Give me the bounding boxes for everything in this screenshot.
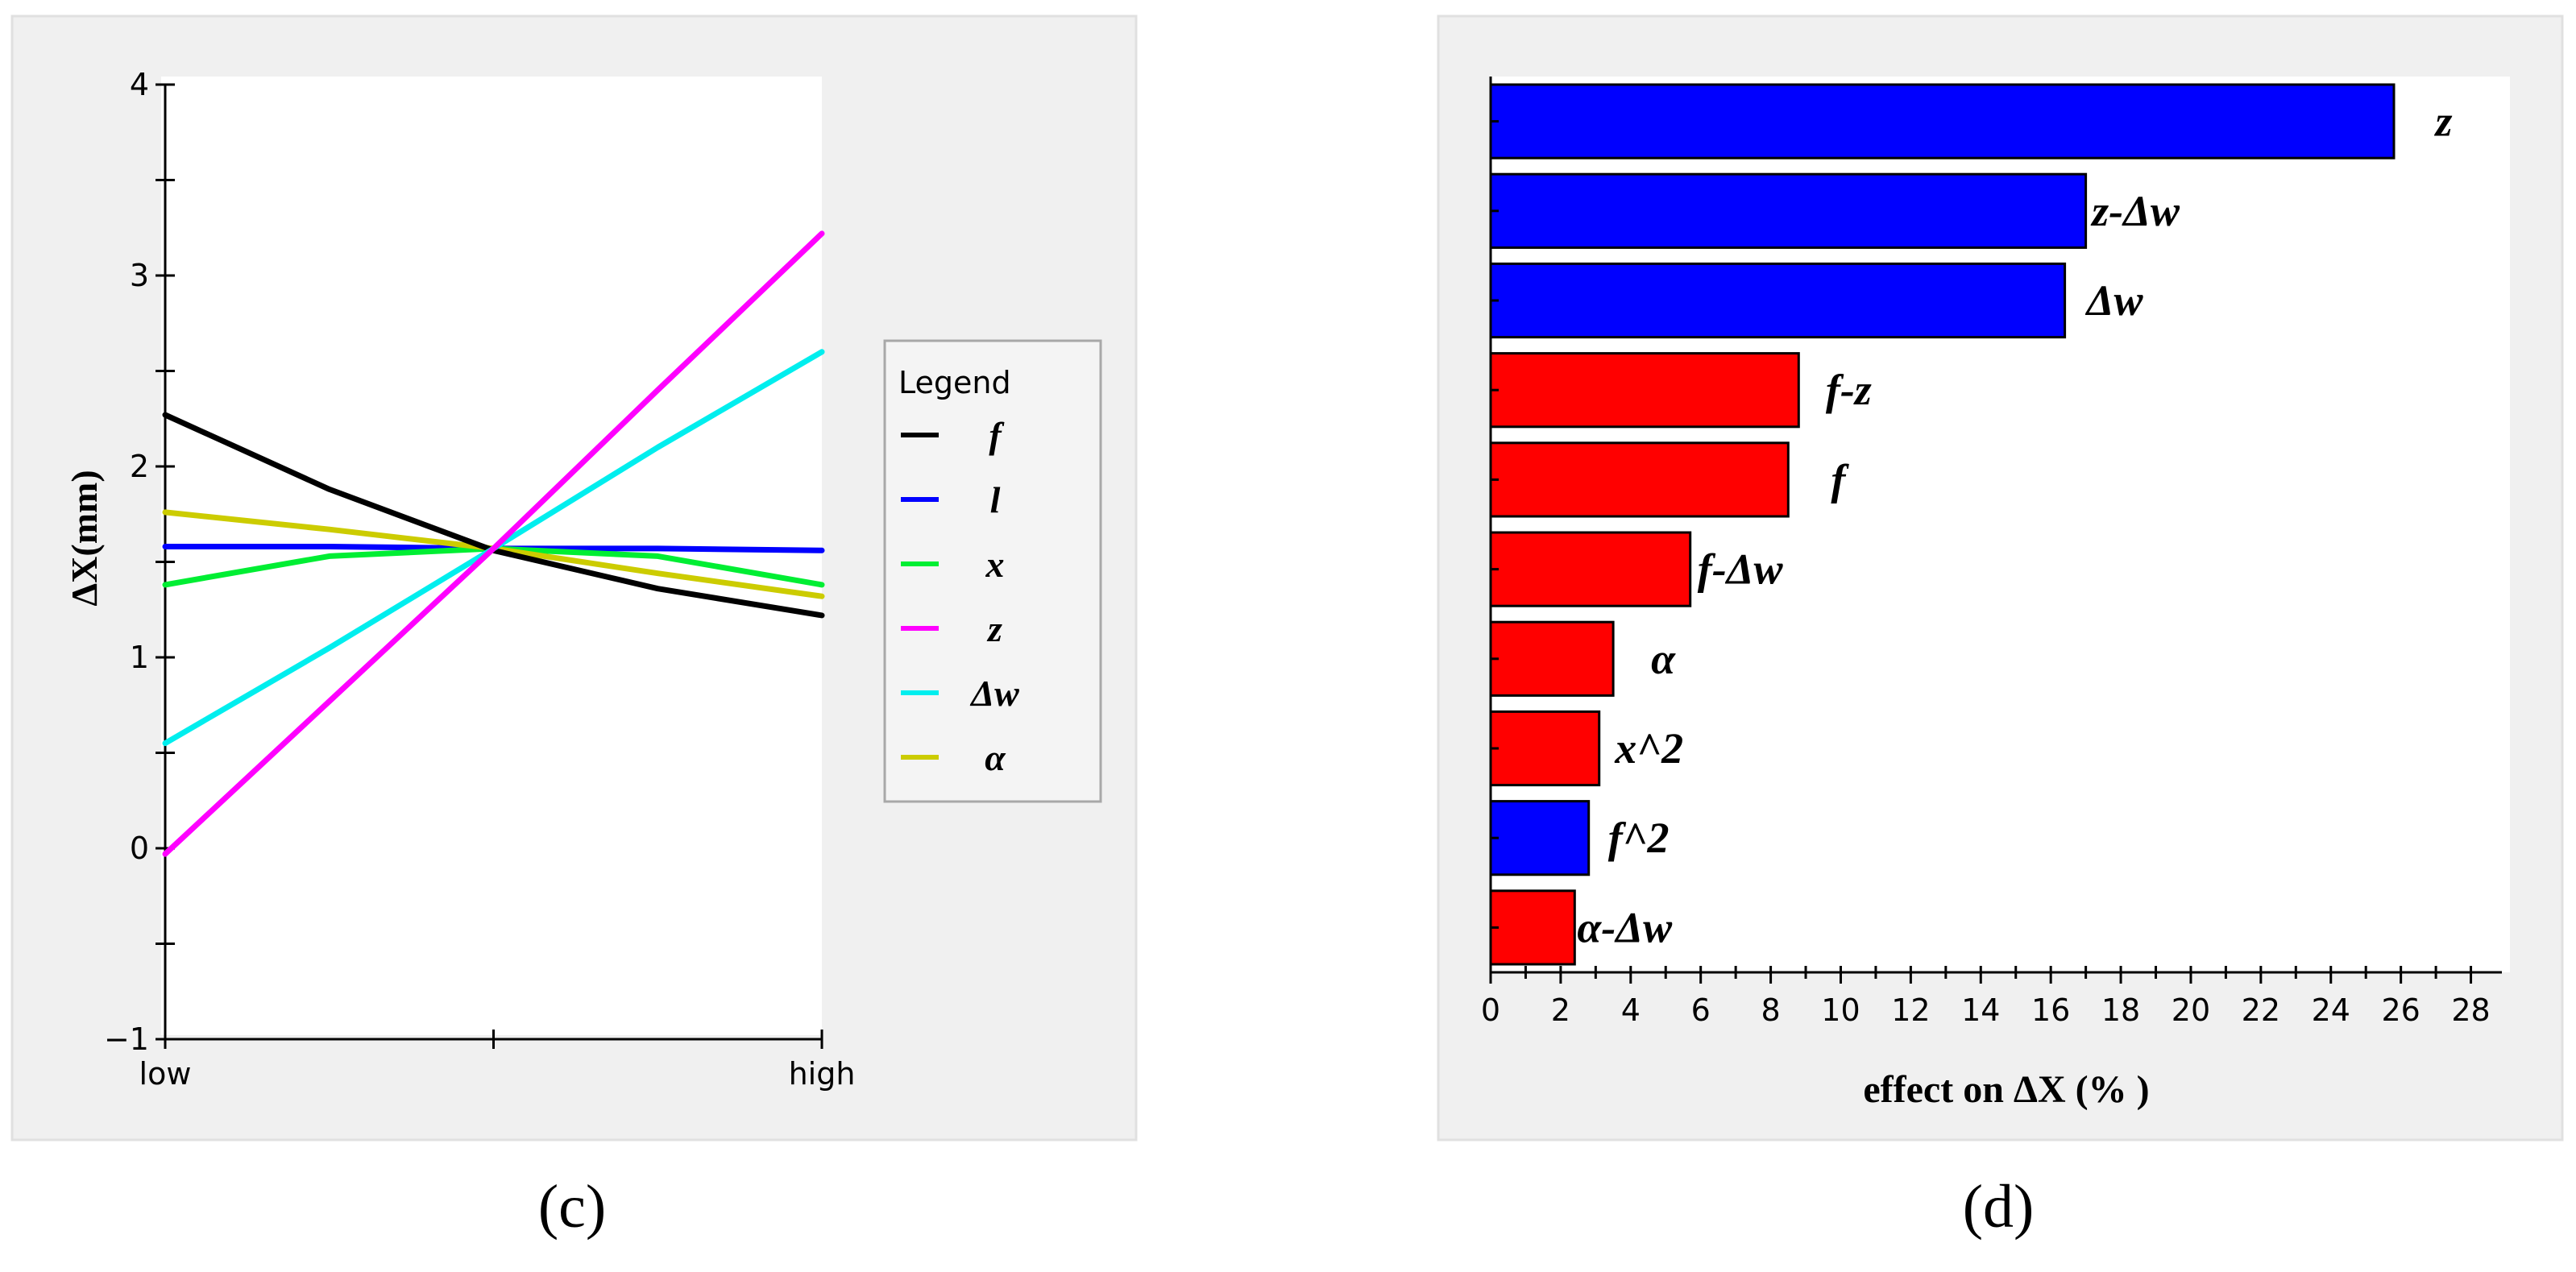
x-tick-label: 16	[2031, 992, 2070, 1028]
y-tick-label: 2	[130, 449, 149, 484]
x-tick-label: 8	[1761, 992, 1780, 1028]
legend-label: z	[986, 608, 1002, 649]
x-tick-label: 18	[2101, 992, 2140, 1028]
legend-label: x	[985, 544, 1005, 585]
bar	[1489, 800, 1591, 876]
x-tick-label-low: low	[139, 1056, 192, 1092]
y-tick-label: 4	[130, 67, 149, 102]
bar	[1489, 620, 1615, 697]
legend-label: Δw	[969, 673, 1019, 714]
bar-label: f^2	[1608, 814, 1670, 862]
x-axis-label: effect on ΔX (% )	[1863, 1068, 2149, 1111]
bar-label: z	[2433, 97, 2452, 146]
bar	[1489, 531, 1692, 607]
series-lines	[162, 230, 825, 857]
bar-label: f-z	[1826, 366, 1872, 414]
x-tick-label: 12	[1891, 992, 1930, 1028]
x-tick-label: 14	[1961, 992, 2000, 1028]
legend-box	[883, 339, 1102, 803]
legend-label: l	[990, 479, 1001, 520]
bar	[1489, 262, 2067, 339]
bar	[1489, 83, 2396, 160]
y-axis-label: ΔX(mm)	[64, 470, 105, 606]
x-tick-label: 4	[1621, 992, 1641, 1028]
x-tick-label: 24	[2312, 992, 2350, 1028]
bar-label: α	[1651, 635, 1676, 683]
bar-label: z-Δw	[2090, 187, 2180, 235]
bar-label: Δw	[2085, 276, 2144, 325]
bar-label: f-Δw	[1698, 545, 1784, 594]
x-tick-label: 28	[2451, 992, 2490, 1028]
y-tick-label: 3	[130, 258, 149, 293]
axes: 0 2 4 6 8 10 12 14 16 18 20 22 24 26 28	[1481, 77, 2502, 1028]
axes: −1 0 1 2 3 4 low high	[104, 67, 855, 1092]
bar	[1489, 172, 2088, 249]
x-tick-label: 22	[2242, 992, 2280, 1028]
y-tick-label: −1	[104, 1021, 149, 1057]
legend-label: α	[985, 737, 1006, 778]
x-tick-label: 26	[2381, 992, 2420, 1028]
bar	[1489, 710, 1601, 787]
panel-label-c: (c)	[537, 1173, 607, 1241]
bar-label: x^2	[1614, 724, 1683, 773]
series-line-4	[162, 230, 825, 857]
panel-label-d: (d)	[1962, 1173, 2035, 1241]
plot-area	[161, 77, 822, 1035]
bar	[1489, 889, 1576, 966]
bar-label: α-Δw	[1577, 903, 1673, 951]
legend-title: Legend	[898, 365, 1011, 400]
bar	[1489, 352, 1800, 429]
y-tick-label: 1	[130, 640, 149, 675]
x-tick-label: 20	[2172, 992, 2210, 1028]
x-tick-label: 10	[1821, 992, 1860, 1028]
x-tick-label-high: high	[789, 1056, 856, 1092]
x-tick-label: 2	[1551, 992, 1570, 1028]
y-tick-label: 0	[130, 831, 149, 866]
x-tick-label: 0	[1481, 992, 1500, 1028]
bar-label: f	[1831, 455, 1849, 503]
x-tick-label: 6	[1691, 992, 1711, 1028]
bar	[1489, 441, 1790, 518]
legend-label: f	[989, 415, 1005, 456]
